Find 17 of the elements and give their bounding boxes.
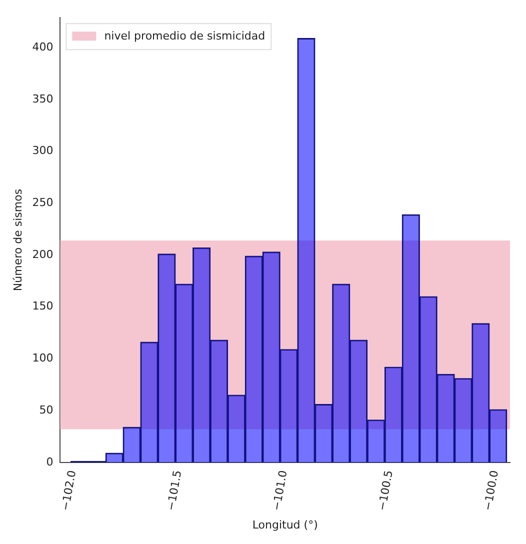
y-tick-label: 350	[32, 92, 54, 106]
y-tick-label: 200	[32, 248, 54, 261]
y-axis-title: Número de sismos	[11, 188, 24, 292]
y-tick-label: 400	[32, 40, 54, 54]
y-tick-label: 50	[39, 403, 54, 416]
x-tick-label: −102.0	[58, 469, 79, 512]
x-tick-label: −101.0	[270, 469, 290, 512]
x-axis-title: Longitud (°)	[252, 518, 318, 532]
y-tick-label: 150	[32, 300, 54, 313]
x-tick-label: −100.0	[481, 469, 501, 512]
x-tick-label: −101.5	[164, 469, 184, 512]
y-tick-label: 0	[46, 455, 54, 468]
y-tick-label: 100	[32, 352, 54, 365]
y-tick-label: 300	[32, 144, 54, 158]
y-tick-label: 250	[32, 196, 54, 210]
x-tick-label: −100.5	[376, 469, 396, 512]
legend-label: nivel promedio de sismicidad	[104, 29, 266, 42]
